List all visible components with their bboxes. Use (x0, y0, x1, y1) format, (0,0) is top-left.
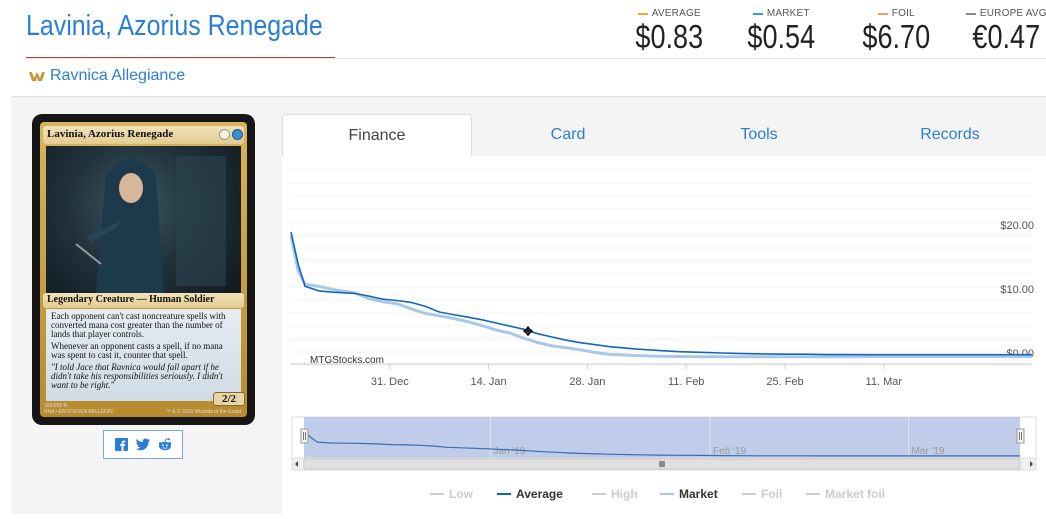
navigator-selection (304, 417, 1020, 458)
tab-bar: Finance Card Tools Records (282, 114, 1046, 156)
price-value: $0.54 (747, 18, 816, 55)
power-toughness: 2/2 (213, 392, 245, 406)
navigator-handle (1016, 428, 1025, 444)
rules-text-1: Each opponent can't cast noncreature spe… (51, 311, 226, 339)
card-type-line: Legendary Creature — Human Soldier (43, 293, 244, 308)
tab-card[interactable]: Card (550, 126, 586, 143)
price-europe-avg: EUROPE AVG €0.47 (965, 8, 1046, 56)
price-average: AVERAGE $0.83 (628, 8, 711, 56)
legend-item-average[interactable]: Average (516, 487, 563, 501)
collector-number: 189/259 R (44, 403, 68, 409)
chart-watermark: MTGStocks.com (310, 355, 384, 366)
navigator-tick-label: Feb '19 (713, 446, 746, 457)
tab-finance[interactable]: Finance (282, 114, 472, 156)
price-value: €0.47 (972, 18, 1041, 55)
series-line-market (289, 234, 1032, 359)
price-chart-area: $20.00 $10.00 $0.00 MTGStocks.com 31. Dec 14.… (282, 156, 1046, 514)
scroll-left-icon (295, 461, 298, 467)
navigator-tick-label: Jan '19 (493, 446, 525, 457)
artist-name: STEVEN BELLEDIN (67, 409, 113, 415)
twitter-icon[interactable] (136, 438, 150, 452)
legend-dash-icon (877, 12, 888, 15)
y-tick-label: $10.00 (1000, 284, 1034, 296)
card-image: Lavinia, Azorius Renegade Legendary Crea… (32, 114, 255, 425)
x-tick-label: 11. Feb (668, 376, 705, 388)
card-title: Lavinia, Azorius Renegade (26, 10, 323, 42)
navigator-tick-label: Mar '19 (911, 446, 944, 457)
tab-tools[interactable]: Tools (740, 126, 778, 143)
price-label-text: EUROPE AVG (979, 8, 1046, 19)
title-underline (26, 57, 335, 58)
price-label: FOIL (855, 8, 938, 19)
price-market: MARKET $0.54 (740, 8, 823, 56)
legend-item-foil[interactable]: Foil (761, 487, 782, 501)
header-divider (26, 58, 1046, 59)
price-foil: FOIL $6.70 (855, 8, 938, 56)
price-label-text: MARKET (766, 8, 810, 19)
white-mana-icon (219, 129, 230, 140)
price-label: MARKET (740, 8, 823, 19)
card-art (46, 146, 241, 294)
legend-dash-icon (637, 12, 648, 15)
tab-records[interactable]: Records (920, 126, 980, 143)
card-footer-info: 189/259 R RNA • EN STEVEN BELLEDIN (44, 403, 113, 415)
set-symbol-icon (29, 72, 45, 81)
navigator-series-line (303, 430, 1020, 457)
legend-dash-icon (752, 12, 763, 15)
rules-text-2: Whenever an opponent casts a spell, if n… (51, 341, 223, 360)
navigator-handle (300, 428, 309, 444)
x-tick-label: 28. Jan (569, 376, 605, 388)
reddit-icon[interactable] (158, 438, 172, 452)
copyright: ™ & © 2019 Wizards of the Coast (165, 409, 241, 415)
x-tick-label: 14. Jan (471, 376, 507, 388)
card-art-figure (75, 156, 226, 294)
set-lang: RNA • EN (44, 409, 66, 415)
cursor-icon: ✥ (523, 325, 533, 339)
legend-item-high[interactable]: High (611, 487, 638, 501)
flavor-text: "I told Jace that Ravnica would fall apa… (51, 362, 223, 390)
share-buttons (103, 430, 183, 459)
x-tick-label: 25. Feb (766, 376, 803, 388)
blue-mana-icon (232, 129, 243, 140)
card-image-name: Lavinia, Azorius Renegade (43, 126, 244, 144)
scroll-right-icon (1030, 461, 1033, 467)
facebook-icon[interactable] (114, 438, 128, 452)
y-tick-label: $20.00 (1000, 220, 1034, 232)
mana-cost (219, 129, 243, 140)
price-label-text: AVERAGE (651, 8, 701, 19)
price-label: EUROPE AVG (965, 8, 1046, 19)
x-tick-label: 11. Mar (866, 376, 903, 388)
set-link[interactable]: Ravnica Allegiance (28, 67, 185, 85)
legend-item-market[interactable]: Market (679, 487, 718, 501)
price-value: $0.83 (635, 18, 704, 55)
price-label: AVERAGE (628, 8, 711, 19)
legend-item-low[interactable]: Low (449, 487, 474, 501)
card-text-box: Each opponent can't cast noncreature spe… (46, 309, 241, 401)
legend-item-market-foil[interactable]: Market foil (825, 487, 885, 501)
set-name[interactable]: Ravnica Allegiance (50, 67, 186, 84)
series-line-average (290, 231, 1032, 356)
price-label-text: FOIL (891, 8, 915, 19)
price-value: $6.70 (862, 18, 931, 55)
x-tick-label: 31. Dec (371, 376, 409, 388)
legend-dash-icon (965, 12, 976, 15)
